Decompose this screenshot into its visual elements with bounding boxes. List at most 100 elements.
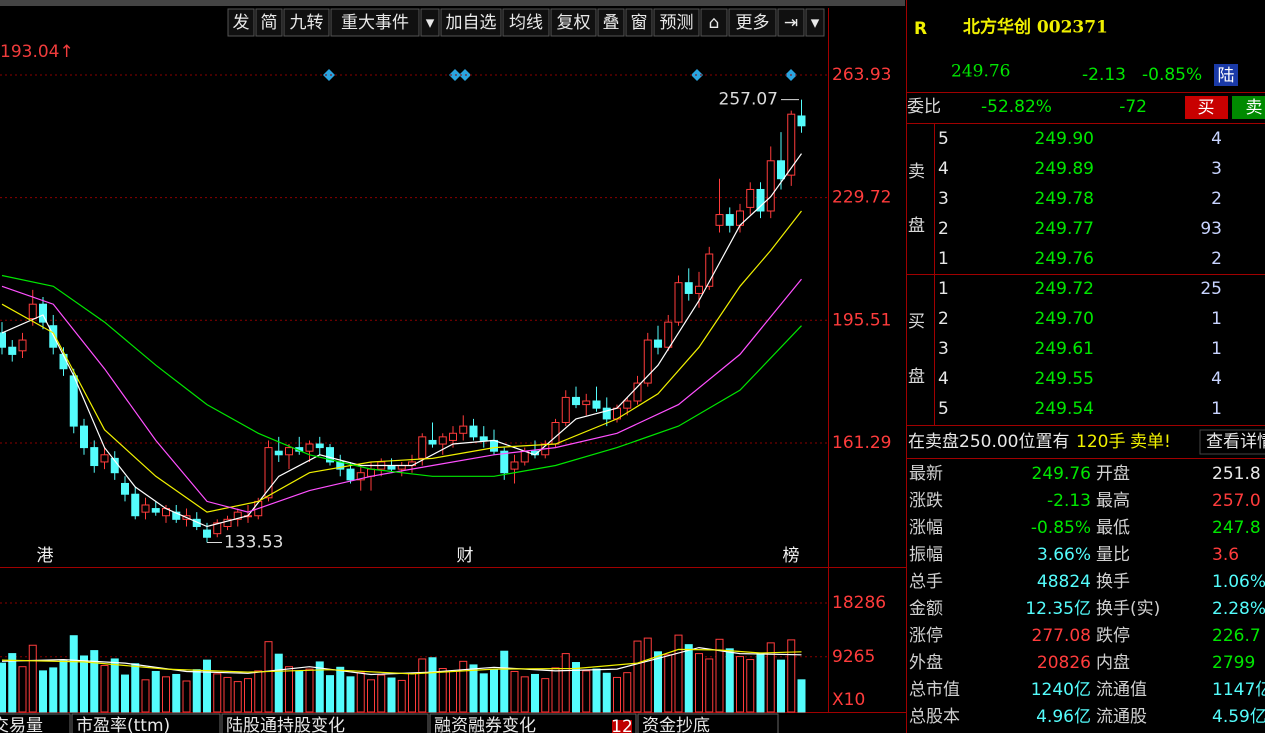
toolbar-button[interactable]	[420, 8, 440, 37]
candle-body	[449, 432, 457, 441]
stat-label: 总股本	[909, 707, 960, 727]
volume-bar	[766, 642, 775, 713]
candle-body	[80, 425, 88, 449]
book-price: 249.54	[1035, 399, 1094, 419]
stat-value: 12.35亿	[1025, 599, 1091, 619]
stock-name: 北方华创 002371	[963, 17, 1108, 38]
volume-bar	[572, 662, 580, 713]
toolbar-button[interactable]	[502, 8, 550, 37]
stat-value: 4.96亿	[1036, 707, 1091, 727]
candle-body	[274, 450, 283, 456]
candle-body	[285, 447, 293, 456]
toolbar-button[interactable]	[550, 8, 597, 37]
toolbar-label: 均线	[509, 13, 543, 33]
toolbar-label: 发	[233, 13, 250, 33]
tab-badge-text: 12	[611, 717, 633, 733]
alert-link-box[interactable]	[1199, 429, 1265, 455]
candle-body	[203, 529, 211, 538]
volume-bar	[162, 676, 170, 713]
volume-bar	[510, 670, 519, 713]
book-volume: 25	[1200, 279, 1222, 299]
volume-bar	[756, 652, 765, 713]
volume-bar	[520, 676, 529, 713]
candle-body	[213, 522, 222, 535]
volume-bar	[561, 653, 570, 713]
toolbar-label: 窗	[631, 13, 648, 33]
volume-bar	[285, 666, 293, 713]
buy-button[interactable]	[1185, 96, 1228, 119]
candle-body	[0, 332, 6, 348]
candle-body	[459, 425, 468, 434]
volume-bar	[223, 676, 232, 713]
book-volume: 1	[1211, 309, 1222, 329]
candle-body	[500, 450, 509, 474]
prev-high-label: 193.04↑	[0, 42, 74, 62]
volume-bar	[777, 659, 785, 713]
candle-body	[326, 447, 334, 463]
toolbar-button[interactable]	[653, 8, 700, 37]
toolbar-button[interactable]	[597, 8, 625, 37]
tab[interactable]	[221, 713, 429, 733]
candle-body	[572, 396, 580, 406]
stat-label: 涨跌	[909, 491, 943, 511]
toolbar-label: 叠	[603, 13, 620, 33]
toolbar-button[interactable]	[700, 8, 728, 37]
volume-bar	[397, 679, 406, 713]
candle-body	[592, 400, 601, 409]
tab[interactable]	[429, 713, 637, 733]
volume-bar	[715, 638, 724, 713]
stat-value: 2.28%	[1212, 599, 1265, 619]
volume-bar	[428, 657, 437, 713]
volume-bar	[592, 668, 601, 713]
candle-body	[797, 115, 806, 127]
toolbar-button[interactable]	[283, 8, 330, 37]
volume-bar	[254, 670, 263, 713]
candle-body	[69, 375, 78, 427]
stat-value: 3.66%	[1037, 545, 1091, 565]
sell-button[interactable]	[1232, 96, 1265, 119]
tab[interactable]	[637, 713, 779, 733]
candle-body	[233, 511, 242, 520]
tab[interactable]	[71, 713, 221, 733]
stat-label: 开盘	[1096, 464, 1130, 484]
toolbar-button[interactable]	[255, 8, 283, 37]
volume-bar	[500, 650, 509, 713]
stat-label: 流通股	[1096, 707, 1147, 727]
book-level: 4	[938, 369, 949, 389]
book-volume: 4	[1211, 369, 1222, 389]
toolbar-button[interactable]	[440, 8, 502, 37]
tab[interactable]	[0, 713, 71, 733]
toolbar-button[interactable]	[728, 8, 777, 37]
event-marker: 榜	[783, 546, 800, 566]
price-tick-label: 229.72	[832, 188, 891, 208]
toolbar-button[interactable]	[227, 8, 255, 37]
toolbar-button[interactable]	[330, 8, 420, 37]
volume-bar	[295, 670, 304, 713]
book-level: 3	[938, 189, 949, 209]
candle-body	[121, 482, 129, 495]
book-side-label: 卖	[908, 162, 925, 182]
candle-body	[172, 511, 181, 520]
book-volume: 2	[1211, 189, 1222, 209]
candle-body	[623, 400, 632, 409]
stat-label: 最高	[1096, 491, 1130, 511]
volume-bar	[367, 679, 375, 713]
stat-label: 外盘	[909, 653, 943, 673]
volume-bar	[172, 673, 181, 713]
alert-volume: 120手	[1076, 432, 1125, 452]
volume-bar	[746, 659, 755, 713]
book-price: 249.70	[1035, 309, 1094, 329]
book-price: 249.78	[1035, 189, 1094, 209]
toolbar-label: ▾	[426, 13, 435, 33]
candle-body	[8, 346, 17, 355]
low-label: 133.53	[224, 533, 283, 553]
candle-body	[223, 518, 232, 527]
volume-bar	[582, 670, 591, 713]
toolbar-button[interactable]	[777, 8, 805, 37]
stat-label: 量比	[1096, 545, 1130, 565]
volume-bar	[326, 675, 334, 713]
volume-bar	[490, 669, 498, 713]
toolbar-button[interactable]	[625, 8, 653, 37]
toolbar-button[interactable]	[805, 8, 825, 37]
